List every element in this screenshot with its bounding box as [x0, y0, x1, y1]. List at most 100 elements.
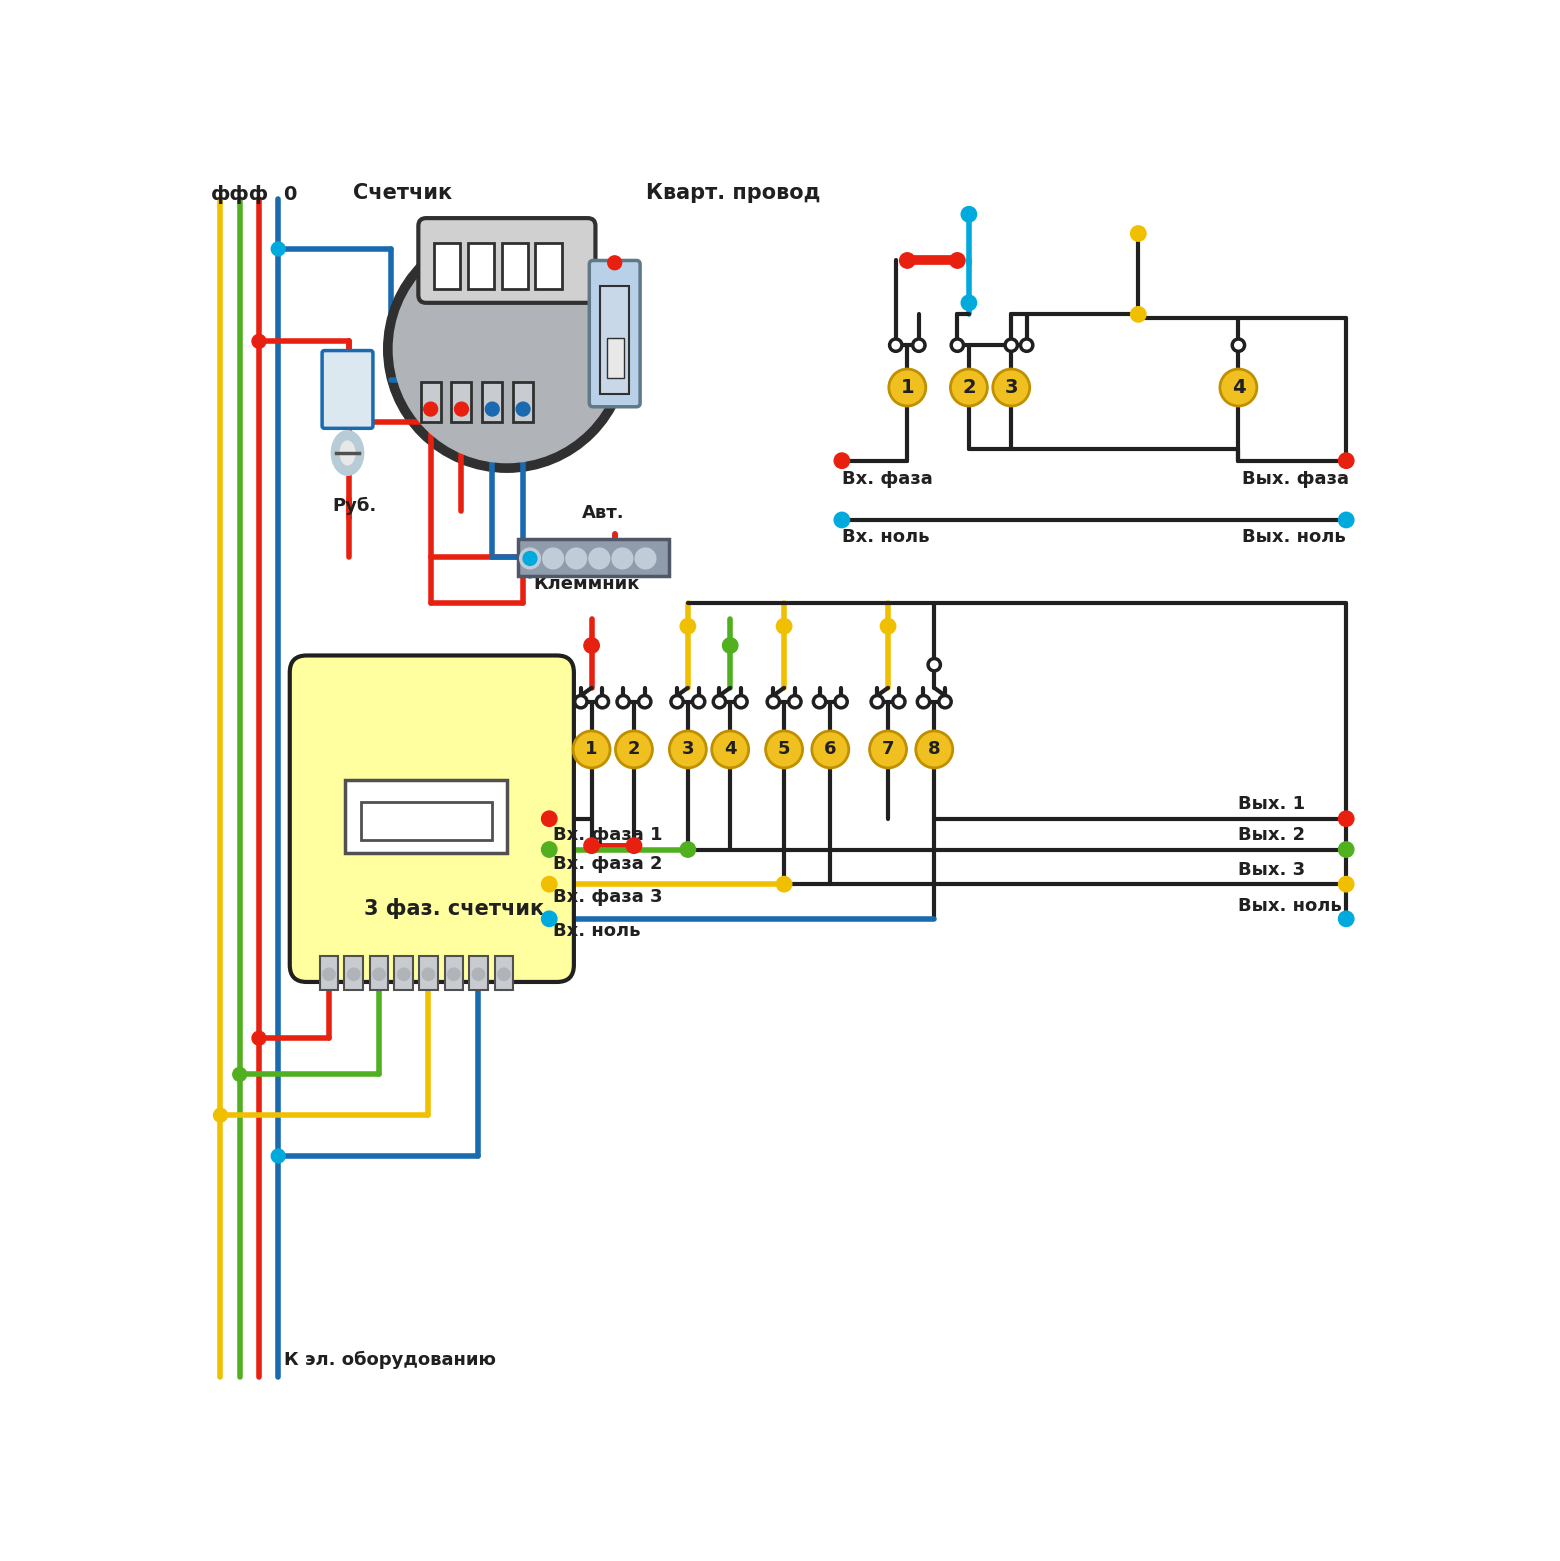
Circle shape — [961, 295, 977, 311]
Circle shape — [424, 403, 438, 417]
Circle shape — [961, 206, 977, 222]
Circle shape — [917, 696, 930, 707]
FancyBboxPatch shape — [418, 219, 596, 303]
Circle shape — [608, 256, 621, 270]
Circle shape — [454, 403, 468, 417]
Ellipse shape — [393, 236, 621, 462]
Ellipse shape — [331, 431, 363, 475]
Text: 3: 3 — [682, 740, 694, 759]
Circle shape — [713, 696, 725, 707]
Circle shape — [950, 368, 987, 406]
Circle shape — [889, 339, 902, 351]
Text: 7: 7 — [881, 740, 894, 759]
Bar — [607, 339, 624, 378]
Circle shape — [574, 696, 587, 707]
Text: Счетчик: Счетчик — [353, 183, 452, 203]
Circle shape — [913, 339, 925, 351]
Circle shape — [1131, 226, 1147, 242]
Circle shape — [992, 368, 1030, 406]
Circle shape — [671, 696, 683, 707]
Bar — [360, 802, 491, 840]
Circle shape — [811, 731, 849, 768]
Circle shape — [583, 838, 599, 854]
Text: ффф: ффф — [211, 184, 268, 203]
Circle shape — [583, 638, 599, 652]
Circle shape — [423, 968, 435, 980]
Circle shape — [835, 512, 850, 528]
Text: Руб.: Руб. — [332, 496, 376, 515]
Circle shape — [889, 368, 925, 406]
Circle shape — [870, 696, 883, 707]
Text: Вых. 3: Вых. 3 — [1239, 862, 1306, 879]
Circle shape — [680, 618, 696, 634]
Circle shape — [789, 696, 800, 707]
Circle shape — [892, 696, 905, 707]
Text: Вых. фаза: Вых. фаза — [1242, 470, 1349, 487]
Circle shape — [271, 242, 285, 256]
FancyBboxPatch shape — [321, 351, 373, 428]
Text: 1: 1 — [900, 378, 914, 396]
Circle shape — [485, 403, 499, 417]
Circle shape — [950, 253, 966, 268]
Bar — [445, 955, 463, 990]
Circle shape — [680, 841, 696, 857]
Circle shape — [543, 548, 563, 568]
Circle shape — [777, 618, 792, 634]
Text: Вых. 2: Вых. 2 — [1239, 826, 1306, 845]
Bar — [420, 955, 438, 990]
Circle shape — [635, 548, 655, 568]
Text: 5: 5 — [778, 740, 791, 759]
Text: Вх. фаза: Вх. фаза — [842, 470, 933, 487]
Circle shape — [398, 968, 410, 980]
Circle shape — [1338, 453, 1354, 468]
Circle shape — [253, 1032, 265, 1046]
Circle shape — [214, 1108, 228, 1122]
Text: Кварт. провод: Кварт. провод — [646, 183, 821, 203]
Bar — [601, 286, 629, 393]
Ellipse shape — [340, 442, 354, 465]
Circle shape — [766, 731, 802, 768]
Text: 3 фаз. счетчик: 3 фаз. счетчик — [365, 898, 544, 919]
Circle shape — [590, 548, 610, 568]
Bar — [513, 382, 534, 421]
Circle shape — [253, 334, 265, 348]
Bar — [434, 244, 460, 289]
Text: 2: 2 — [963, 378, 975, 396]
Text: К эл. оборудованию: К эл. оборудованию — [284, 1352, 496, 1369]
Text: Вх. фаза 1: Вх. фаза 1 — [554, 826, 663, 843]
Text: 6: 6 — [824, 740, 836, 759]
Circle shape — [541, 841, 557, 857]
Circle shape — [626, 838, 641, 854]
Circle shape — [373, 968, 385, 980]
Bar — [535, 244, 562, 289]
Circle shape — [596, 696, 608, 707]
Circle shape — [1338, 912, 1354, 927]
Circle shape — [952, 339, 964, 351]
Text: Вх. ноль: Вх. ноль — [842, 528, 930, 545]
Circle shape — [916, 731, 953, 768]
Circle shape — [523, 551, 537, 565]
Bar — [421, 382, 440, 421]
Circle shape — [541, 912, 557, 927]
Ellipse shape — [384, 226, 630, 473]
Circle shape — [519, 548, 540, 568]
Circle shape — [348, 968, 360, 980]
Circle shape — [616, 731, 652, 768]
Circle shape — [939, 696, 952, 707]
Circle shape — [813, 696, 825, 707]
Circle shape — [516, 403, 530, 417]
Circle shape — [693, 696, 705, 707]
Bar — [501, 244, 527, 289]
Bar — [451, 382, 471, 421]
Bar — [320, 955, 339, 990]
Circle shape — [498, 968, 510, 980]
Bar — [482, 382, 502, 421]
Circle shape — [618, 696, 629, 707]
Circle shape — [1338, 812, 1354, 826]
Circle shape — [613, 548, 632, 568]
Text: 3: 3 — [1005, 378, 1019, 396]
Text: 1: 1 — [585, 740, 597, 759]
Circle shape — [473, 968, 485, 980]
Circle shape — [777, 876, 792, 891]
Circle shape — [1338, 512, 1354, 528]
